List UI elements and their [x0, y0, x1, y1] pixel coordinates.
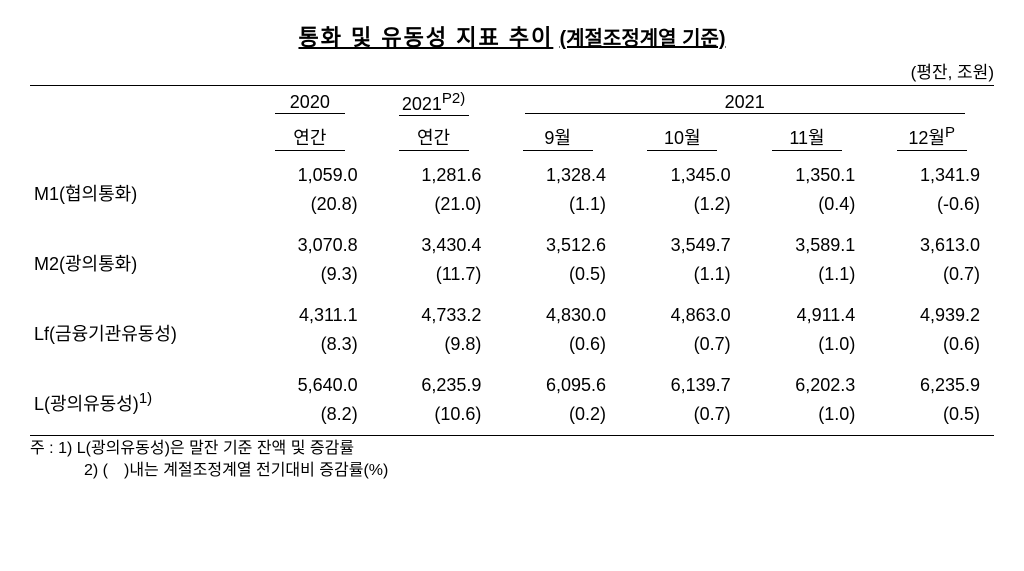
footnotes: 주 : 1) L(광의유동성)은 말잔 기준 잔액 및 증감률 2) ( )내는… — [30, 438, 994, 483]
cell: (1.0) — [745, 330, 870, 365]
col-2020: 2020 — [275, 92, 345, 114]
cell: 3,613.0 — [869, 225, 994, 260]
cell: (8.2) — [248, 400, 372, 436]
cell: (1.2) — [620, 190, 745, 225]
col-2021p: 2021P2) — [399, 90, 469, 116]
col-m10: 10월 — [647, 124, 717, 151]
cell: 1,345.0 — [620, 155, 745, 190]
cell: (1.1) — [620, 260, 745, 295]
cell: (1.0) — [745, 400, 870, 436]
page-title: 통화 및 유동성 지표 추이 (계절조정계열 기준) — [30, 20, 994, 52]
row-label-m2: M2(광의통화) — [30, 225, 248, 295]
cell: 1,350.1 — [745, 155, 870, 190]
cell: 4,911.4 — [745, 295, 870, 330]
cell: 1,341.9 — [869, 155, 994, 190]
cell: 6,139.7 — [620, 365, 745, 400]
cell: (0.7) — [620, 330, 745, 365]
cell: (20.8) — [248, 190, 372, 225]
col-m11: 11월 — [772, 124, 842, 151]
cell: 6,235.9 — [372, 365, 496, 400]
cell: 6,202.3 — [745, 365, 870, 400]
row-label-m1: M1(협의통화) — [30, 155, 248, 225]
cell: (0.2) — [495, 400, 620, 436]
cell: 3,512.6 — [495, 225, 620, 260]
cell: 4,733.2 — [372, 295, 496, 330]
cell: 4,311.1 — [248, 295, 372, 330]
note-lead: 주 : — [30, 440, 54, 457]
cell: (1.1) — [495, 190, 620, 225]
col-annual-1: 연간 — [275, 124, 345, 151]
cell: (0.6) — [495, 330, 620, 365]
unit-label: (평잔, 조원) — [30, 58, 994, 83]
cell: 4,830.0 — [495, 295, 620, 330]
cell: 6,235.9 — [869, 365, 994, 400]
row-label-l: L(광의유동성)1) — [30, 365, 248, 436]
row-label-lf: Lf(금융기관유동성) — [30, 295, 248, 365]
cell: 3,070.8 — [248, 225, 372, 260]
cell: (8.3) — [248, 330, 372, 365]
col-2021: 2021 — [525, 92, 965, 114]
cell: 1,059.0 — [248, 155, 372, 190]
cell: 1,328.4 — [495, 155, 620, 190]
cell: 4,939.2 — [869, 295, 994, 330]
col-m9: 9월 — [523, 124, 593, 151]
cell: (-0.6) — [869, 190, 994, 225]
cell: (0.4) — [745, 190, 870, 225]
cell: (0.6) — [869, 330, 994, 365]
cell: (0.7) — [869, 260, 994, 295]
cell: (11.7) — [372, 260, 496, 295]
cell: 4,863.0 — [620, 295, 745, 330]
note-1: 1) L(광의유동성)은 말잔 기준 잔액 및 증감률 — [58, 440, 354, 457]
cell: (0.5) — [869, 400, 994, 436]
title-main: 통화 및 유동성 지표 추이 — [298, 25, 553, 50]
cell: 3,549.7 — [620, 225, 745, 260]
cell: (0.5) — [495, 260, 620, 295]
cell: (9.3) — [248, 260, 372, 295]
note-2: 2) ( )내는 계절조정계열 전기대비 증감률(%) — [30, 460, 994, 482]
cell: 5,640.0 — [248, 365, 372, 400]
data-table: 2020 2021P2) 2021 연간 연간 9월 10월 11월 12월P … — [30, 85, 994, 436]
cell: 3,430.4 — [372, 225, 496, 260]
cell: (21.0) — [372, 190, 496, 225]
cell: (1.1) — [745, 260, 870, 295]
cell: (0.7) — [620, 400, 745, 436]
cell: 6,095.6 — [495, 365, 620, 400]
col-m12: 12월P — [897, 124, 967, 151]
cell: 1,281.6 — [372, 155, 496, 190]
col-annual-2: 연간 — [399, 124, 469, 151]
title-sub: (계절조정계열 기준) — [559, 28, 725, 50]
cell: 3,589.1 — [745, 225, 870, 260]
cell: (10.6) — [372, 400, 496, 436]
cell: (9.8) — [372, 330, 496, 365]
